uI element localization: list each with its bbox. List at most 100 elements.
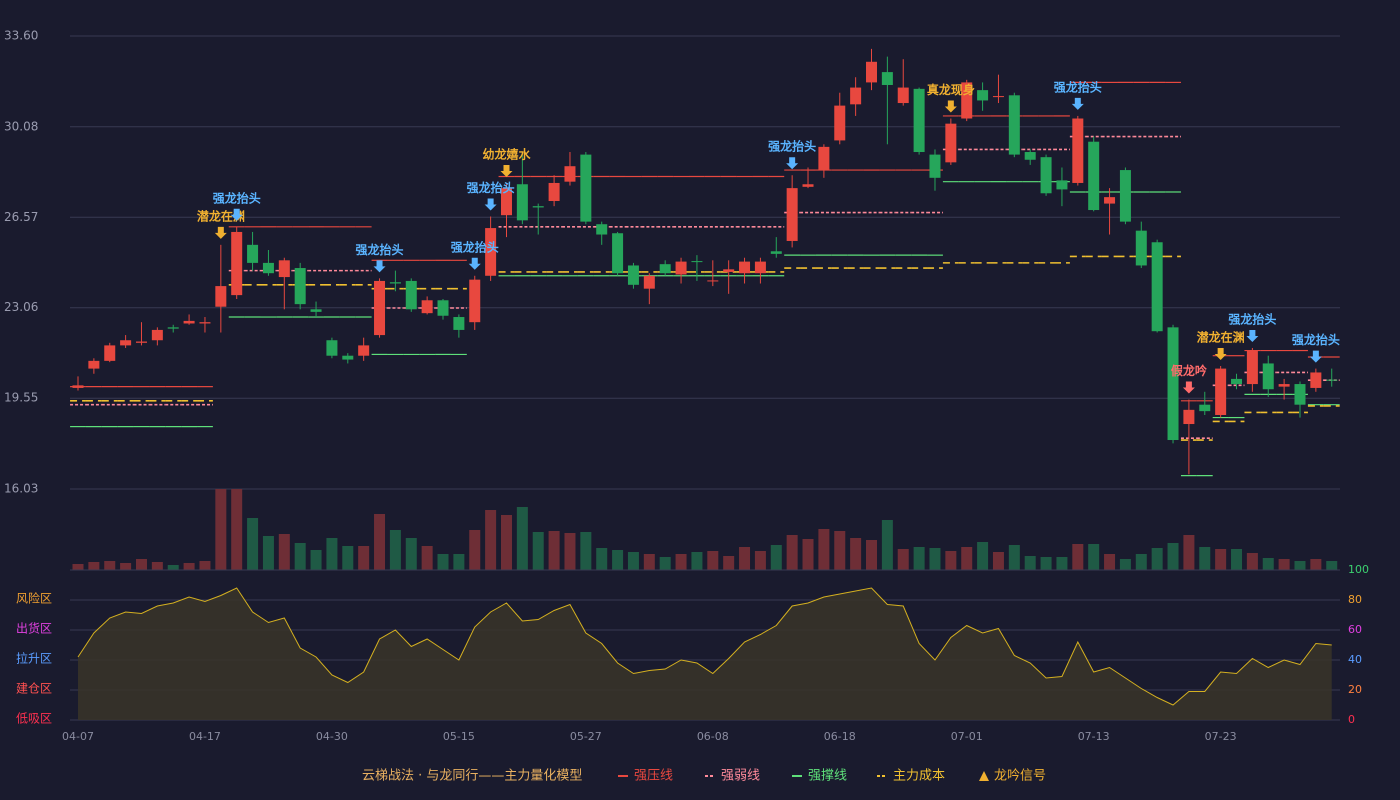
candle-body [72, 385, 84, 388]
volume-bar [342, 546, 354, 570]
candle-body [1215, 368, 1227, 416]
zone-label: 低吸区 [16, 712, 52, 726]
candle-body [564, 166, 576, 182]
volume-bar [453, 554, 465, 570]
volume-bar [643, 554, 655, 570]
candle-body [421, 300, 433, 314]
candle-body [437, 300, 449, 316]
x-tick-label: 07-13 [1078, 730, 1110, 743]
volume-bar [516, 507, 528, 570]
candle-body [516, 184, 528, 221]
volume-bar [532, 532, 544, 570]
candle-body [374, 280, 386, 336]
candle-body [389, 282, 401, 284]
volume-bar [1167, 543, 1179, 570]
signal-arrow [786, 157, 799, 170]
candle-body [453, 317, 465, 330]
candle-body [342, 355, 354, 360]
candle-body [850, 87, 862, 105]
volume-bar [231, 489, 243, 570]
volume-bar [786, 535, 798, 570]
legend-label: 龙吟信号 [994, 768, 1046, 784]
legend-label: 主力成本 [893, 769, 945, 784]
volume-bar [754, 551, 766, 570]
volume-bar [564, 533, 576, 570]
candle-body [1024, 152, 1036, 160]
candle-body [659, 264, 671, 274]
zone-label: 出货区 [16, 621, 52, 636]
volume-bar [183, 563, 195, 570]
y-tick-label: 26.57 [4, 210, 38, 224]
volume-bar [358, 546, 370, 570]
volume-bar [262, 536, 274, 570]
candle-body [326, 340, 338, 356]
candle-body [770, 251, 782, 254]
volume-bar [1326, 561, 1338, 570]
candle-body [262, 262, 274, 274]
volume-bar [961, 547, 973, 570]
y-tick-label: 30.08 [4, 119, 38, 133]
volume-bar [1246, 553, 1258, 570]
candle-body [675, 261, 687, 275]
signal-arrow [1214, 348, 1227, 361]
candle-body [913, 88, 925, 153]
volume-bar [659, 557, 671, 570]
candle-body [1294, 384, 1306, 405]
signal-label: 强龙抬头 [1054, 79, 1102, 94]
volume-bar [374, 514, 386, 570]
candle-body [723, 269, 735, 272]
candle-body [643, 275, 655, 289]
volume-bar [580, 532, 592, 570]
signal-arrow [1309, 350, 1322, 363]
signal-label: 强龙抬头 [213, 190, 261, 205]
candle-body [754, 261, 766, 274]
y2-tick-label: 100 [1348, 563, 1369, 576]
x-tick-label: 05-15 [443, 730, 475, 743]
signal-label: 强龙抬头 [467, 180, 515, 195]
x-tick-label: 06-18 [824, 730, 856, 743]
volume-bar [1199, 547, 1211, 570]
candle-body [548, 182, 560, 202]
volume-bar [247, 518, 259, 570]
candle-body [1072, 118, 1084, 183]
volume-bar [834, 531, 846, 570]
volume-bar [405, 538, 417, 570]
candle-body [1199, 404, 1211, 412]
volume-bar [707, 551, 719, 570]
y-tick-label: 23.06 [4, 300, 38, 314]
candle-body [834, 105, 846, 141]
volume-bar [691, 552, 703, 570]
candle-body [1167, 327, 1179, 441]
signal-arrow [214, 226, 227, 239]
candle-body [1183, 409, 1195, 425]
legend-label: 强压线 [634, 769, 673, 784]
x-tick-label: 04-07 [62, 730, 94, 743]
candle-body [151, 329, 163, 341]
volume-bar [294, 543, 306, 570]
candle-body [278, 260, 290, 278]
signal-arrow [1246, 329, 1259, 342]
candle-body [739, 261, 751, 274]
candle-body [294, 268, 306, 305]
candle-body [405, 280, 417, 310]
volume-bar [866, 540, 877, 570]
volume-bar [437, 554, 449, 570]
candle-body [485, 228, 497, 276]
legend-label: 强弱线 [721, 769, 760, 784]
y-tick-label: 33.60 [4, 29, 38, 43]
candle-body [1278, 384, 1290, 387]
candle-body [691, 261, 703, 263]
candle-body [612, 233, 624, 274]
volume-bar [770, 545, 782, 570]
volume-bar [897, 549, 909, 570]
volume-bar [739, 547, 751, 570]
candle-body [961, 82, 973, 119]
volume-bar [421, 546, 433, 570]
candle-body [135, 341, 147, 343]
volume-bar [1119, 559, 1131, 570]
signal-label: 强龙抬头 [356, 242, 404, 257]
x-tick-label: 07-01 [951, 730, 983, 743]
candle-body [881, 72, 893, 85]
volume-bar [1151, 548, 1163, 570]
